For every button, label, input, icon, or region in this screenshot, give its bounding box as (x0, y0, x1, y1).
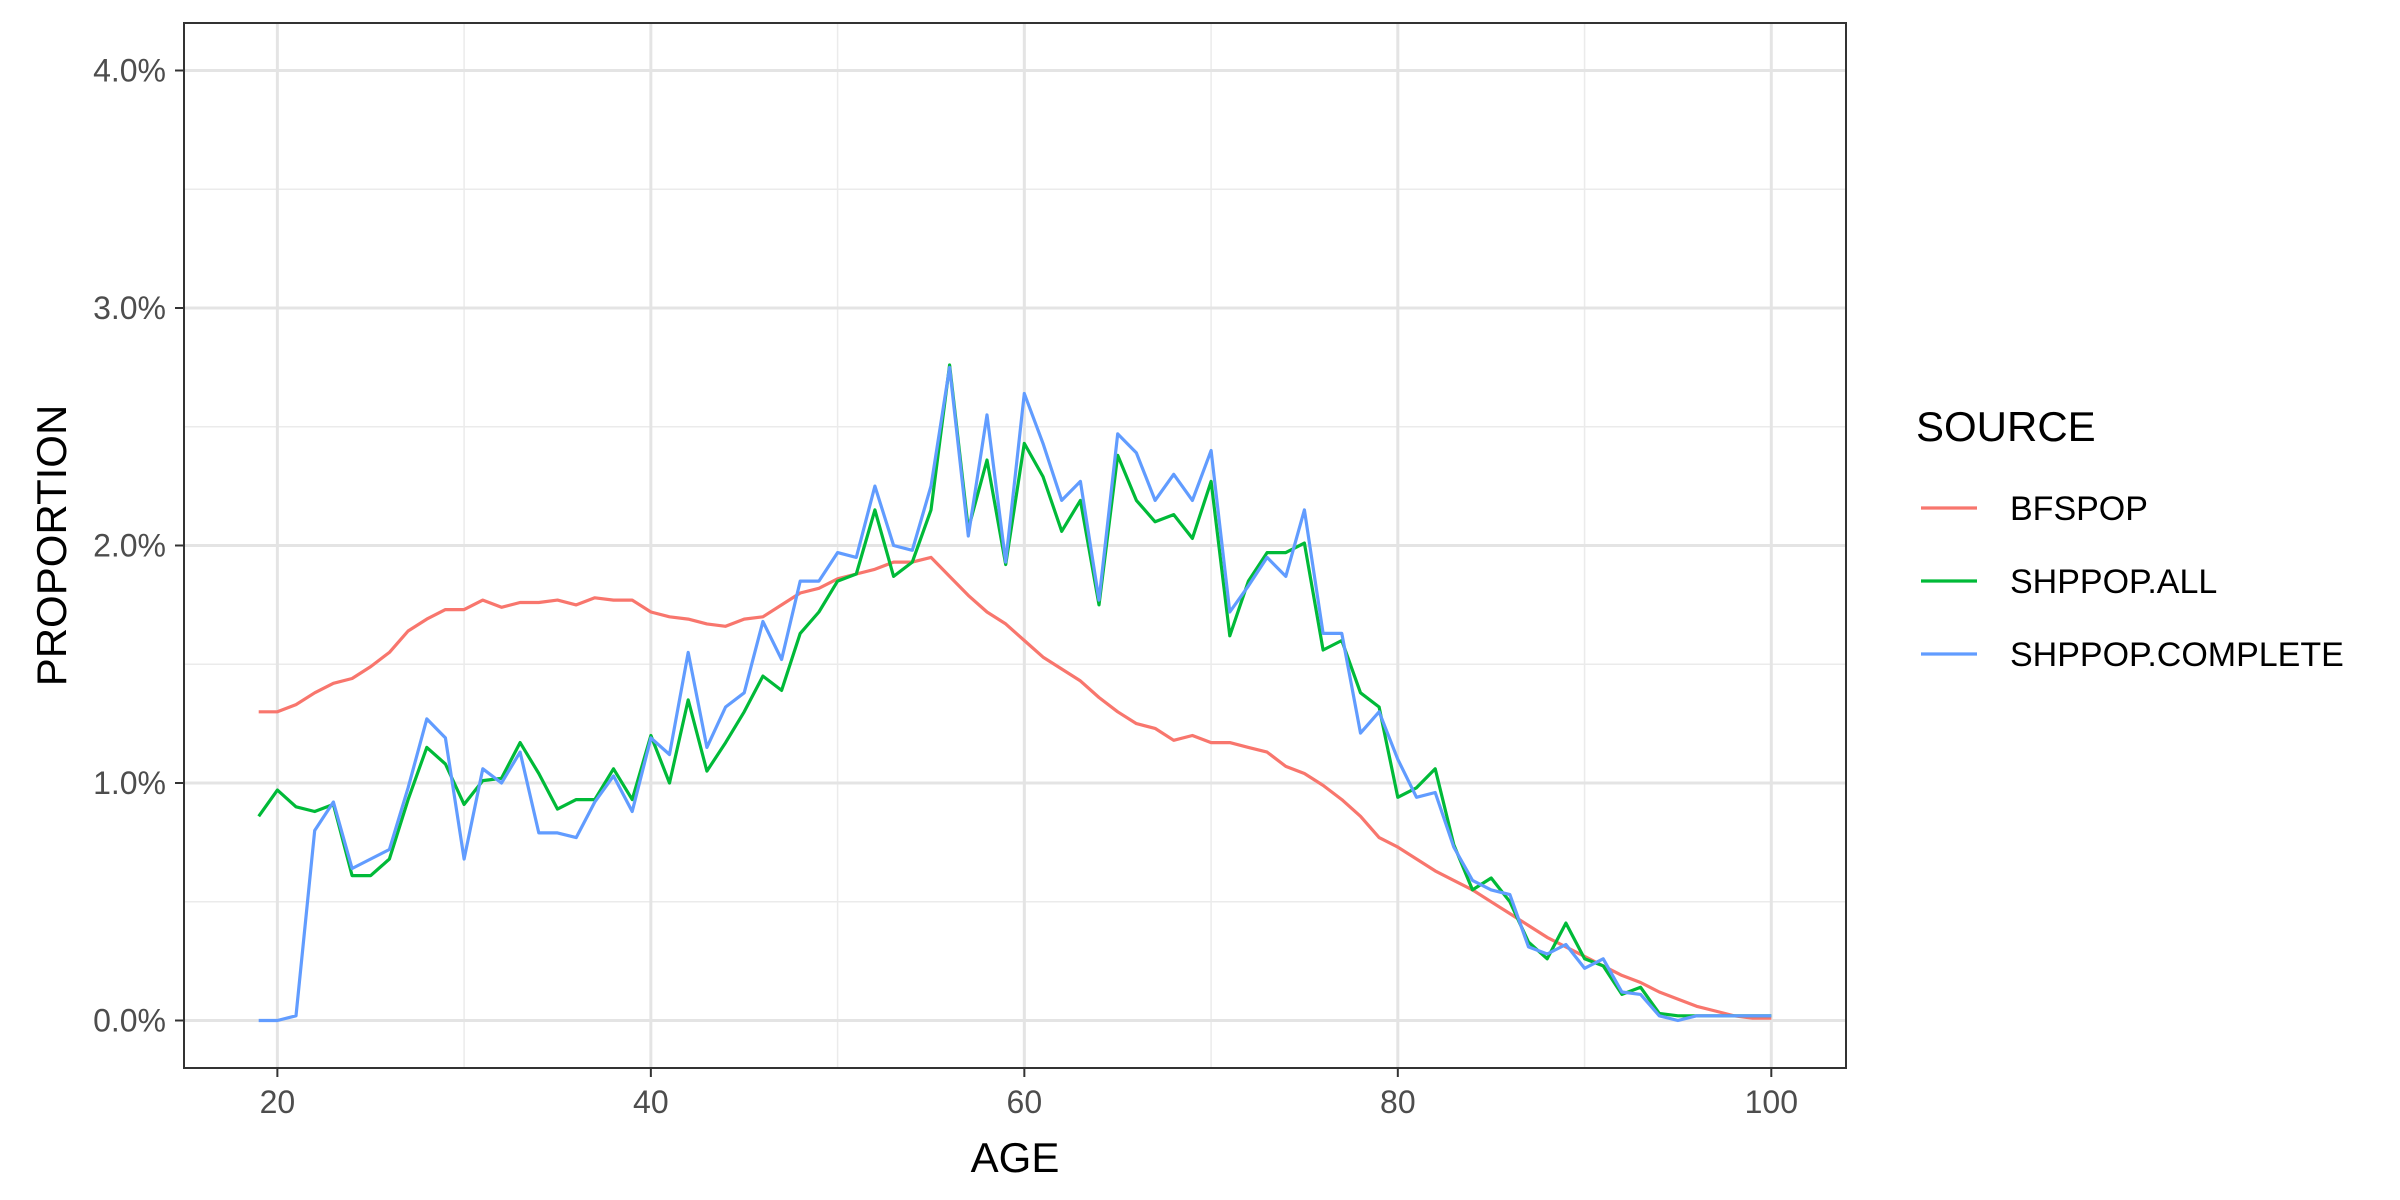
y-tick-label: 1.0% (93, 765, 166, 801)
y-tick-label: 2.0% (93, 528, 166, 564)
x-axis: 20 40 60 80 100 (260, 1068, 1798, 1120)
series-lines (257, 363, 1772, 1023)
y-tick-label: 0.0% (93, 1003, 166, 1039)
x-tick-label: 80 (1380, 1084, 1416, 1120)
x-tick-label: 100 (1745, 1084, 1798, 1120)
y-tick-label: 3.0% (93, 290, 166, 326)
y-tick-label: 4.0% (93, 53, 166, 89)
legend-label-bfspop: BFSPOP (2010, 490, 2148, 528)
grid-lines (184, 23, 1846, 1068)
series-line-shppop-complete (258, 365, 1772, 1023)
x-axis-title: AGE (971, 1134, 1060, 1181)
legend-label-shppop-complete: SHPPOP.COMPLETE (2010, 636, 2344, 674)
legend-label-shppop-all: SHPPOP.ALL (2010, 563, 2217, 601)
legend: SOURCE BFSPOP SHPPOP.ALL SHPPOP.COMPLETE (1916, 403, 2344, 674)
y-axis-title: PROPORTION (28, 405, 75, 687)
x-tick-label: 40 (633, 1084, 669, 1120)
x-tick-label: 20 (260, 1084, 296, 1120)
y-axis: 0.0% 1.0% 2.0% 3.0% 4.0% (93, 53, 184, 1039)
x-tick-label: 60 (1007, 1084, 1043, 1120)
legend-items: BFSPOP SHPPOP.ALL SHPPOP.COMPLETE (1921, 490, 2344, 674)
legend-title: SOURCE (1916, 403, 2096, 450)
